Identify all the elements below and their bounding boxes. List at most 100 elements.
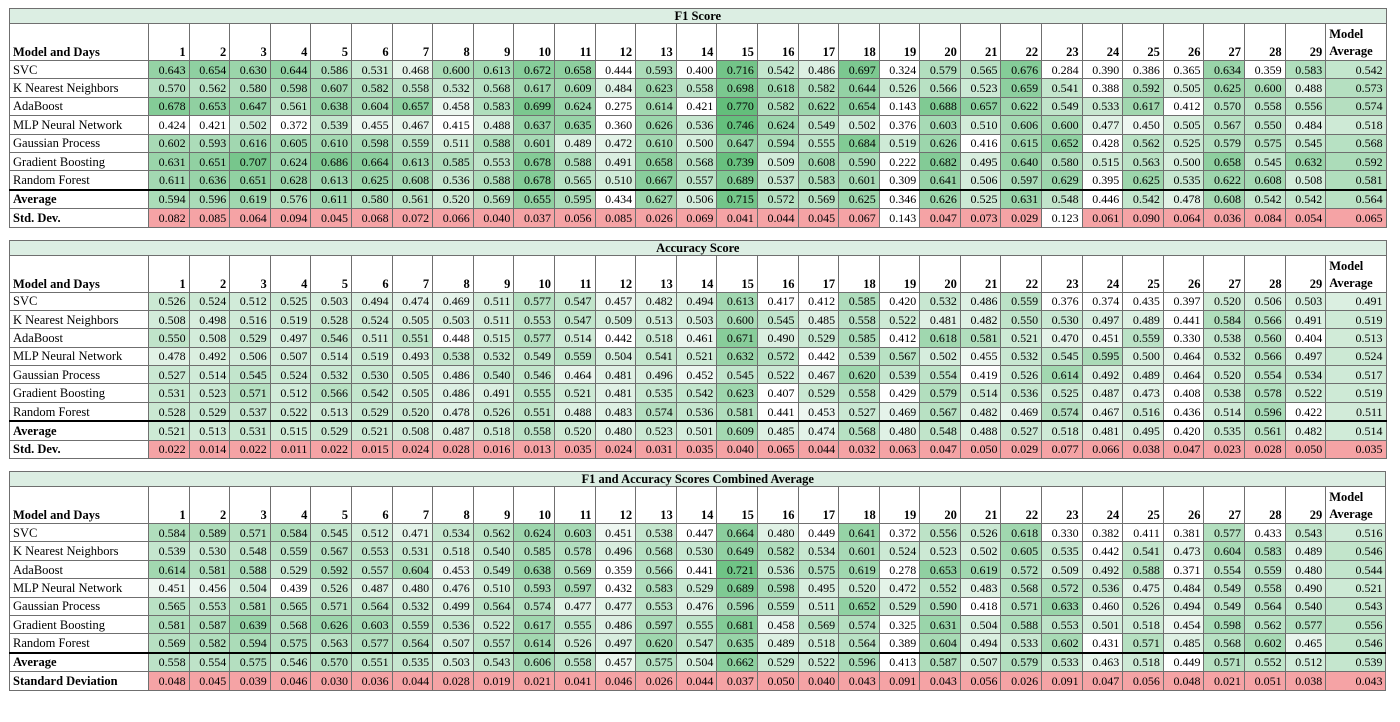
value-cell: 0.566 <box>1244 309 1286 330</box>
value-cell: 0.035 <box>553 439 596 460</box>
value-cell: 0.581 <box>959 328 1002 348</box>
value-cell: 0.024 <box>391 439 434 460</box>
value-cell: 0.529 <box>310 420 352 441</box>
std-dev-row: Std. Dev. 0.022 0.014 0.022 0.011 0.022 0.015 0… <box>9 439 1387 460</box>
value-cell: 0.619 <box>838 559 880 580</box>
value-cell: 0.021 <box>513 671 555 691</box>
value-cell: 0.511 <box>472 309 515 330</box>
value-cell: 0.537 <box>229 401 271 422</box>
value-cell: 0.651 <box>229 170 271 191</box>
value-cell: 0.506 <box>675 188 718 210</box>
row-label: SVC <box>9 523 149 543</box>
day-header: 10 <box>513 23 555 61</box>
value-cell: 0.534 <box>432 523 474 543</box>
value-cell: 0.558 <box>148 651 190 673</box>
value-cell: 0.085 <box>188 208 231 228</box>
value-cell: 0.376 <box>1041 291 1083 311</box>
value-cell: 0.522 <box>756 365 799 385</box>
value-cell: 0.066 <box>1081 439 1124 460</box>
value-cell: 0.482 <box>959 309 1002 330</box>
value-cell: 0.482 <box>1284 420 1327 441</box>
value-cell: 0.569 <box>148 633 190 654</box>
value-cell: 0.639 <box>229 614 271 635</box>
value-cell: 0.586 <box>310 59 352 80</box>
value-cell: 0.483 <box>594 401 637 422</box>
value-cell: 0.554 <box>1203 559 1246 580</box>
value-cell: 0.536 <box>1081 578 1124 598</box>
value-cell: 0.603 <box>350 614 393 635</box>
value-cell: 0.549 <box>1203 578 1246 598</box>
day-header: 26 <box>1162 486 1205 525</box>
value-cell: 0.046 <box>269 671 312 691</box>
value-cell: 0.518 <box>797 633 840 654</box>
value-cell: 0.490 <box>1284 578 1327 598</box>
value-cell: 0.596 <box>716 596 758 616</box>
value-cell: 0.518 <box>1122 651 1164 673</box>
value-cell: 0.628 <box>269 170 312 191</box>
average-row: Average 0.594 0.596 0.619 0.576 0.611 0.580 0.5… <box>9 188 1387 210</box>
value-cell: 0.489 <box>756 633 799 654</box>
value-cell: 0.686 <box>310 151 352 172</box>
value-cell: 0.540 <box>472 541 515 561</box>
value-cell: 0.433 <box>1244 523 1286 543</box>
value-cell: 0.485 <box>756 420 799 441</box>
value-cell: 0.485 <box>797 309 840 330</box>
value-cell: 0.555 <box>797 133 840 153</box>
value-cell: 0.554 <box>919 365 961 385</box>
value-cell: 0.412 <box>878 328 921 348</box>
row-label: Gradient Boosting <box>9 383 149 403</box>
row-label: Standard Deviation <box>9 671 149 691</box>
value-cell: 0.613 <box>716 291 758 311</box>
value-cell: 0.481 <box>594 365 637 385</box>
value-cell: 0.461 <box>675 328 718 348</box>
value-cell: 0.417 <box>756 291 799 311</box>
value-cell: 0.572 <box>1041 578 1083 598</box>
value-cell: 0.522 <box>797 651 840 673</box>
value-cell: 0.529 <box>756 651 799 673</box>
value-cell: 0.408 <box>1162 383 1205 403</box>
day-header: 14 <box>675 23 718 61</box>
value-cell: 0.045 <box>797 208 840 228</box>
day-header: 9 <box>472 254 515 293</box>
value-cell: 0.570 <box>1203 96 1246 117</box>
day-header: 11 <box>553 23 596 61</box>
value-cell: 0.494 <box>1162 596 1205 616</box>
value-cell: 0.585 <box>838 291 880 311</box>
value-cell: 0.596 <box>838 651 880 673</box>
value-cell: 0.676 <box>1000 59 1043 80</box>
value-cell: 0.467 <box>391 115 434 135</box>
value-cell: 0.469 <box>432 291 474 311</box>
row-label: Gaussian Process <box>9 365 149 385</box>
value-cell: 0.569 <box>797 188 840 210</box>
value-cell: 0.572 <box>756 188 799 210</box>
value-cell: 0.565 <box>269 596 312 616</box>
value-cell: 0.571 <box>1000 596 1043 616</box>
value-cell: 0.553 <box>1041 614 1083 635</box>
day-header: 19 <box>878 23 921 61</box>
value-cell: 0.506 <box>1244 291 1286 311</box>
value-cell: 0.496 <box>635 365 677 385</box>
value-cell: 0.529 <box>350 401 393 422</box>
value-cell: 0.451 <box>148 578 190 598</box>
value-cell: 0.481 <box>1081 420 1124 441</box>
value-cell: 0.143 <box>878 208 921 228</box>
value-cell: 0.548 <box>1041 188 1083 210</box>
value-cell: 0.530 <box>350 365 393 385</box>
value-cell: 0.523 <box>919 541 961 561</box>
value-cell: 0.566 <box>919 78 961 98</box>
value-cell: 0.567 <box>310 541 352 561</box>
value-cell: 0.542 <box>1122 188 1164 210</box>
value-cell: 0.051 <box>1244 671 1286 691</box>
day-header: 28 <box>1244 486 1286 525</box>
value-cell: 0.452 <box>675 365 718 385</box>
value-cell: 0.503 <box>432 309 474 330</box>
value-cell: 0.468 <box>391 59 434 80</box>
value-cell: 0.562 <box>188 78 231 98</box>
value-cell: 0.497 <box>1284 346 1327 367</box>
value-cell: 0.559 <box>553 346 596 367</box>
value-cell: 0.464 <box>1162 365 1205 385</box>
day-header: 10 <box>513 254 555 293</box>
value-cell: 0.521 <box>1000 328 1043 348</box>
value-cell: 0.588 <box>1000 614 1043 635</box>
value-cell: 0.449 <box>1162 651 1205 673</box>
